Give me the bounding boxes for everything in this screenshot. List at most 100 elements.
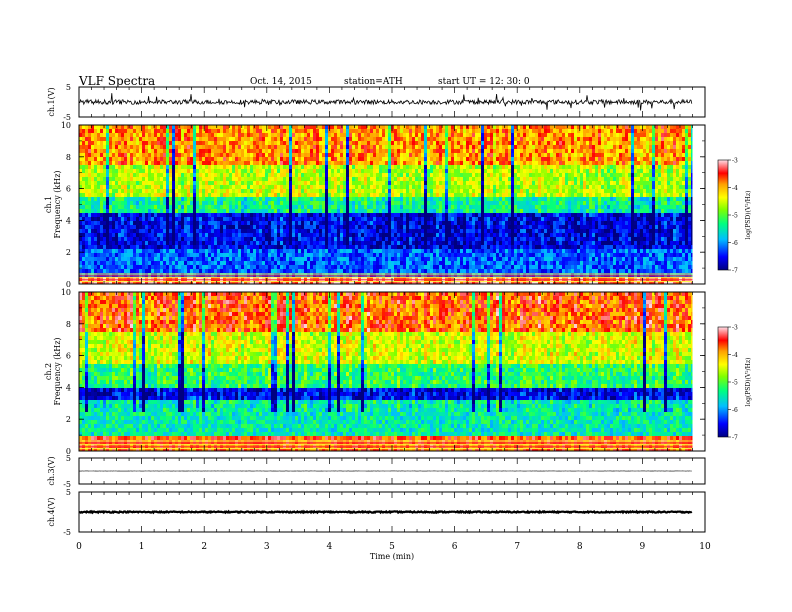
spectrogram-cell: [421, 189, 424, 193]
spectrogram-cell: [130, 145, 133, 149]
spectrogram-cell: [448, 205, 451, 209]
spectrogram-cell: [325, 129, 328, 133]
spectrogram-cell: [286, 137, 289, 141]
spectrogram-cell: [238, 221, 241, 225]
spectrogram-cell: [613, 217, 616, 221]
spectrogram-cell: [571, 185, 574, 189]
spectrogram-cell: [598, 145, 601, 149]
spectrogram-cell: [472, 137, 475, 141]
spectrogram-cell: [580, 197, 583, 201]
spectrogram-cell: [478, 197, 481, 201]
spectrogram-cell: [346, 169, 349, 173]
spectrogram-cell: [178, 197, 181, 201]
spectrogram-cell: [349, 137, 352, 141]
spectrogram-cell: [115, 153, 118, 157]
spectrogram-cell: [472, 177, 475, 181]
spectrogram-cell: [103, 173, 106, 177]
spectrogram-cell: [490, 133, 493, 137]
spectrogram-cell: [85, 193, 88, 197]
spectrogram-cell: [583, 185, 586, 189]
spectrogram-cell: [499, 181, 502, 185]
spectrogram-cell: [229, 209, 232, 213]
spectrogram-cell: [484, 125, 487, 129]
spectrogram-cell: [136, 189, 139, 193]
spectrogram-cell: [106, 149, 109, 153]
spectrogram-cell: [526, 201, 529, 205]
spectrogram-cell: [79, 145, 82, 149]
spectrogram-cell: [391, 141, 394, 145]
spectrogram-cell: [661, 181, 664, 185]
spectrogram-cell: [277, 205, 280, 209]
spectrogram-cell: [202, 209, 205, 213]
spectrogram-cell: [562, 145, 565, 149]
spectrogram-cell: [505, 125, 508, 129]
spectrogram-cell: [187, 149, 190, 153]
spectrogram-cell: [193, 197, 196, 201]
spectrogram-cell: [433, 125, 436, 129]
spectrogram-cell: [202, 205, 205, 209]
spectrogram-cell: [331, 157, 334, 161]
spectrogram-cell: [304, 177, 307, 181]
spectrogram-cell: [670, 161, 673, 165]
spectrogram-cell: [526, 205, 529, 209]
spectrogram-cell: [448, 213, 451, 217]
spectrogram-cell: [529, 145, 532, 149]
spectrogram-cell: [379, 141, 382, 145]
spectrogram-cell: [493, 213, 496, 217]
spectrogram-cell: [670, 141, 673, 145]
spectrogram-cell: [361, 137, 364, 141]
spectrogram-cell: [496, 205, 499, 209]
spectrogram-cell: [364, 157, 367, 161]
spectrogram-cell: [127, 209, 130, 213]
spectrogram-cell: [394, 149, 397, 153]
spectrogram-cell: [562, 185, 565, 189]
spectrogram-cell: [583, 161, 586, 165]
spectrogram-cell: [400, 193, 403, 197]
spectrogram-cell: [541, 145, 544, 149]
spectrogram-cell: [124, 161, 127, 165]
spectrogram-cell: [583, 201, 586, 205]
spectrogram-cell: [319, 141, 322, 145]
spectrogram-cell: [130, 209, 133, 213]
spectrogram-cell: [586, 125, 589, 129]
spectrogram-cell: [442, 173, 445, 177]
spectrogram-cell: [418, 165, 421, 169]
spectrogram-cell: [490, 157, 493, 161]
spectrogram-cell: [346, 153, 349, 157]
spectrogram-cell: [535, 213, 538, 217]
spectrogram-cell: [601, 213, 604, 217]
spectrogram-cell: [196, 197, 199, 201]
spectrogram-cell: [586, 141, 589, 145]
spectrogram-cell: [292, 177, 295, 181]
spectrogram-cell: [508, 157, 511, 161]
spectrogram-cell: [166, 153, 169, 157]
spectrogram-cell: [556, 213, 559, 217]
spectrogram-cell: [610, 153, 613, 157]
spectrogram-cell: [205, 145, 208, 149]
spectrogram-cell: [334, 189, 337, 193]
spectrogram-cell: [379, 201, 382, 205]
spectrogram-cell: [469, 165, 472, 169]
spectrogram-cell: [364, 189, 367, 193]
spectrogram-cell: [655, 169, 658, 173]
spectrogram-cell: [421, 157, 424, 161]
spectrogram-cell: [106, 129, 109, 133]
spectrogram-cell: [454, 201, 457, 205]
spectrogram-cell: [622, 161, 625, 165]
spectrogram-cell: [586, 177, 589, 181]
spectrogram-cell: [304, 173, 307, 177]
spectrogram-cell: [667, 197, 670, 201]
spectrogram-cell: [487, 145, 490, 149]
spectrogram-cell: [676, 153, 679, 157]
spectrogram-cell: [217, 153, 220, 157]
spectrogram-cell: [637, 201, 640, 205]
spectrogram-cell: [664, 141, 667, 145]
spectrogram-cell: [628, 201, 631, 205]
spectrogram-cell: [538, 129, 541, 133]
spectrogram-cell: [469, 169, 472, 173]
spectrogram-cell: [424, 153, 427, 157]
spectrogram-cell: [577, 153, 580, 157]
spectrogram-cell: [262, 221, 265, 225]
spectrogram-cell: [307, 165, 310, 169]
spectrogram-cell: [373, 185, 376, 189]
